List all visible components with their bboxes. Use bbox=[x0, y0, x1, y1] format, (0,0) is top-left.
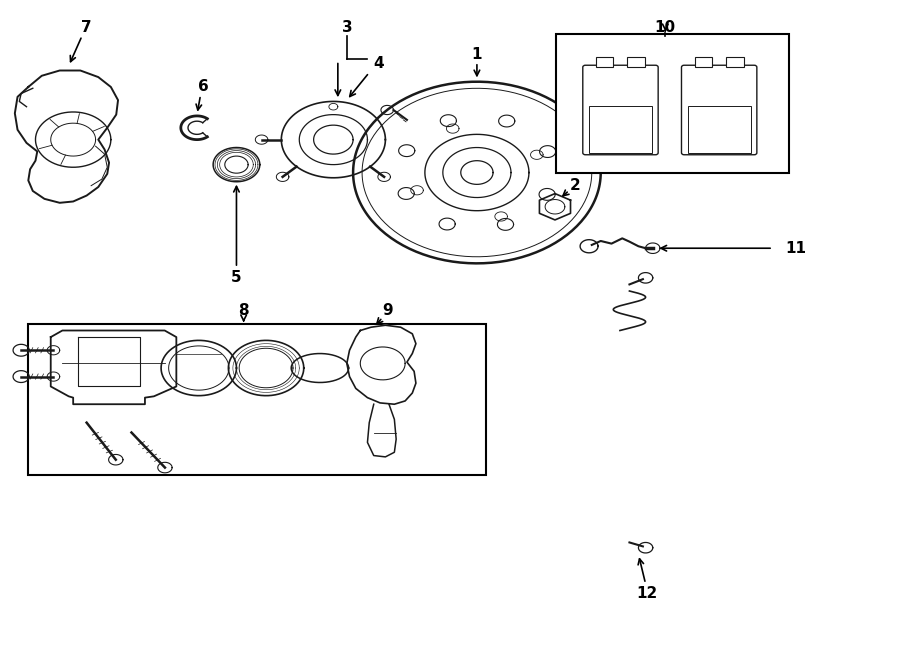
FancyBboxPatch shape bbox=[695, 57, 712, 67]
FancyBboxPatch shape bbox=[627, 57, 645, 67]
FancyBboxPatch shape bbox=[688, 106, 751, 153]
Text: 6: 6 bbox=[198, 79, 209, 95]
Polygon shape bbox=[50, 330, 176, 405]
Text: 8: 8 bbox=[238, 303, 249, 318]
Polygon shape bbox=[346, 325, 416, 405]
Text: 5: 5 bbox=[231, 270, 242, 286]
Text: 11: 11 bbox=[785, 241, 806, 256]
FancyBboxPatch shape bbox=[28, 324, 486, 475]
FancyBboxPatch shape bbox=[583, 65, 658, 155]
Text: 1: 1 bbox=[472, 46, 482, 61]
FancyBboxPatch shape bbox=[589, 106, 652, 153]
FancyBboxPatch shape bbox=[726, 57, 743, 67]
FancyBboxPatch shape bbox=[596, 57, 614, 67]
Text: 12: 12 bbox=[637, 586, 658, 602]
Text: 7: 7 bbox=[81, 20, 92, 35]
Text: 9: 9 bbox=[382, 303, 392, 318]
Polygon shape bbox=[367, 405, 396, 457]
Text: 4: 4 bbox=[373, 56, 383, 71]
Text: 2: 2 bbox=[571, 178, 581, 193]
FancyBboxPatch shape bbox=[681, 65, 757, 155]
FancyBboxPatch shape bbox=[556, 34, 789, 173]
Text: 3: 3 bbox=[341, 20, 352, 35]
Text: 10: 10 bbox=[655, 20, 676, 35]
